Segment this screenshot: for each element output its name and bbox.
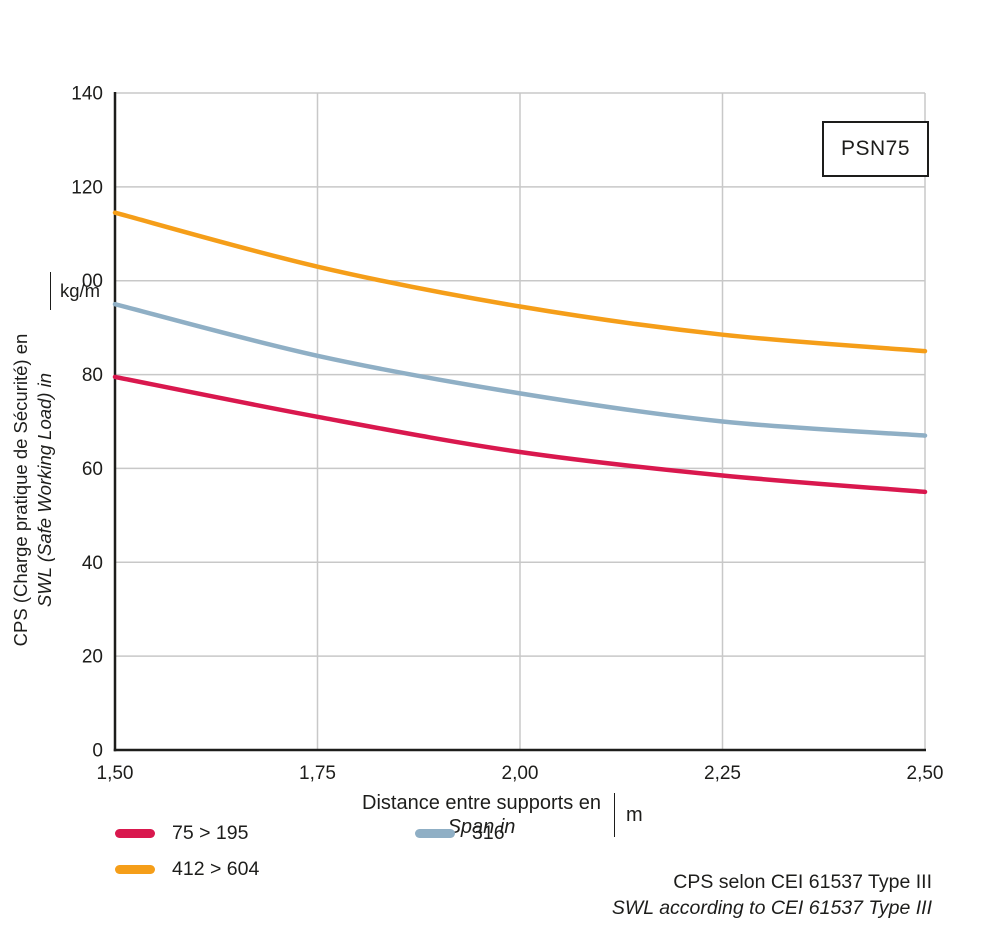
y-axis-title: CPS (Charge pratique de Sécurité) en SWL… [9, 255, 57, 725]
x-axis-title: Distance entre supports en Span in m [362, 791, 643, 840]
svg-text:1,75: 1,75 [299, 763, 336, 784]
x-axis-title-fr: Distance entre supports en [362, 792, 602, 814]
legend-label: 412 > 604 [172, 857, 260, 880]
footnote: CPS selon CEI 61537 Type III SWL accordi… [612, 870, 932, 921]
legend-item-75-195: 75 > 195 [115, 822, 248, 844]
unit-separator [50, 272, 51, 310]
svg-text:2,25: 2,25 [704, 763, 741, 784]
legend-label: 316 [472, 821, 505, 844]
svg-text:0: 0 [92, 741, 103, 762]
svg-text:2,00: 2,00 [502, 763, 539, 784]
y-axis-unit-label: kg/m [60, 280, 101, 301]
legend-item-412-604: 412 > 604 [115, 858, 259, 880]
footnote-fr: CPS selon CEI 61537 Type III [673, 871, 932, 893]
y-axis-unit: kg/m [50, 272, 100, 310]
svg-text:00: 00 [82, 271, 103, 292]
svg-text:60: 60 [82, 459, 103, 480]
svg-text:140: 140 [71, 84, 103, 105]
y-axis-title-fr: CPS (Charge pratique de Sécurité) en [10, 333, 31, 647]
svg-text:40: 40 [82, 553, 103, 574]
svg-text:120: 120 [71, 177, 103, 198]
y-axis-title-en: SWL (Safe Working Load) in [33, 372, 55, 608]
legend-swatch-blue [415, 828, 455, 838]
svg-text:80: 80 [82, 365, 103, 386]
x-axis-unit-label: m [626, 803, 643, 826]
x-axis-title-en: Span in [447, 816, 516, 839]
svg-text:20: 20 [82, 647, 103, 668]
svg-text:1,50: 1,50 [97, 763, 134, 784]
legend-swatch-orange [115, 864, 155, 874]
x-axis-title-lines: Distance entre supports en Span in [362, 791, 601, 840]
legend-swatch-red [115, 828, 155, 838]
series-badge: PSN75 [822, 121, 930, 177]
footnote-en: SWL according to CEI 61537 Type III [611, 896, 932, 919]
legend-label: 75 > 195 [172, 821, 249, 844]
unit-separator [614, 793, 616, 838]
svg-text:2,50: 2,50 [907, 763, 944, 784]
legend-item-316: 316 [415, 822, 505, 844]
